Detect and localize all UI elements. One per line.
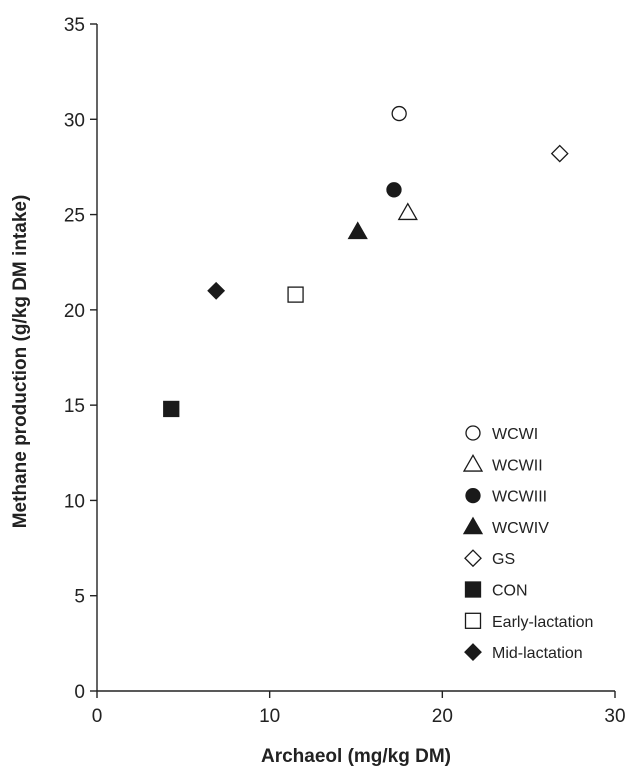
legend-label: CON: [492, 583, 528, 600]
legend-marker: [464, 581, 482, 598]
data-point: [397, 202, 418, 221]
legend-marker: [465, 487, 481, 504]
data-point: [163, 400, 180, 418]
x-tick-label: 0: [92, 706, 103, 727]
legend-marker: [462, 453, 484, 472]
legend-label: WCWI: [492, 426, 538, 443]
data-point: [287, 286, 304, 303]
legend-label: Mid-lactation: [492, 645, 583, 662]
y-tick-label: 30: [64, 110, 85, 131]
chart-axes: [96, 24, 615, 692]
legend-marker: [464, 549, 482, 568]
x-axis-title: Archaeol (mg/kg DM): [261, 746, 451, 767]
data-point: [386, 182, 402, 198]
data-point: [391, 105, 407, 122]
x-tick-label: 30: [604, 706, 625, 727]
data-points: [163, 105, 569, 418]
x-tick-label: 10: [259, 706, 280, 727]
data-point: [550, 144, 569, 163]
y-axis-title: Methane production (g/kg DM intake): [10, 195, 31, 529]
legend-marker: [462, 516, 484, 535]
y-tick-label: 20: [64, 301, 85, 322]
x-tick-label: 20: [432, 706, 453, 727]
legend-label: WCWIII: [492, 489, 547, 506]
y-tick-label: 15: [64, 396, 85, 417]
legend-label: Early-lactation: [492, 614, 593, 631]
data-point: [347, 221, 368, 240]
y-tick-label: 0: [74, 682, 85, 703]
axis-ticks: 0 5 10 15 20 25 30 35 0 10 20 30: [64, 15, 626, 727]
legend-marker: [465, 425, 481, 441]
y-tick-label: 35: [64, 15, 85, 36]
legend: WCWI WCWII WCWIII WCWIV GS CON Early-lactation…: [462, 425, 593, 662]
y-tick-label: 5: [74, 587, 85, 608]
legend-label: WCWIV: [492, 520, 549, 537]
y-tick-label: 25: [64, 206, 85, 227]
y-tick-label: 10: [64, 491, 85, 512]
legend-marker: [464, 612, 482, 629]
legend-marker: [464, 643, 482, 662]
legend-label: WCWII: [492, 457, 543, 474]
legend-label: GS: [492, 551, 515, 568]
data-point: [207, 281, 226, 300]
